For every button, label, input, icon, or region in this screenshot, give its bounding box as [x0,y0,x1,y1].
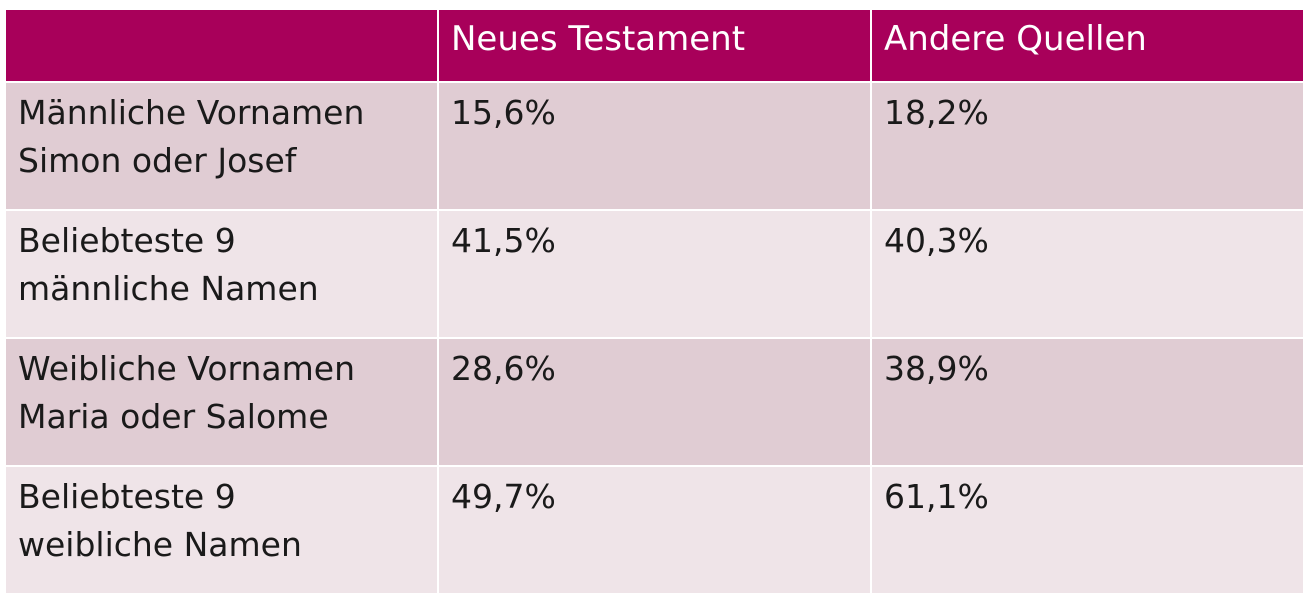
value-cell-andere-quellen: 18,2% [870,81,1305,211]
row-label-cell: Weibliche Vornamen Maria oder Salome [4,337,439,467]
row-label-cell: Beliebteste 9 weibliche Namen [4,465,439,595]
table-row: Männliche Vornamen Simon oder Josef 15,6… [4,81,1305,211]
table-row: Weibliche Vornamen Maria oder Salome 28,… [4,337,1305,467]
row-label-line: Beliebteste 9 [18,477,236,516]
header-cell-empty [4,8,439,83]
value-cell-andere-quellen: 38,9% [870,337,1305,467]
table-row: Beliebteste 9 männliche Namen 41,5% 40,3… [4,209,1305,339]
row-label-line: Maria oder Salome [18,397,329,436]
value-cell-neues-testament: 41,5% [437,209,872,339]
row-label-line: weibliche Namen [18,525,302,564]
row-label-cell: Männliche Vornamen Simon oder Josef [4,81,439,211]
data-table: Neues Testament Andere Quellen Männliche… [4,8,1305,595]
table-row: Beliebteste 9 weibliche Namen 49,7% 61,1… [4,465,1305,595]
row-label-line: Weibliche Vornamen [18,349,355,388]
row-label-line: Simon oder Josef [18,141,297,180]
value-cell-andere-quellen: 61,1% [870,465,1305,595]
header-cell-andere-quellen: Andere Quellen [870,8,1305,83]
value-cell-andere-quellen: 40,3% [870,209,1305,339]
header-cell-neues-testament: Neues Testament [437,8,872,83]
value-cell-neues-testament: 15,6% [437,81,872,211]
value-cell-neues-testament: 28,6% [437,337,872,467]
row-label-line: Männliche Vornamen [18,93,365,132]
row-label-cell: Beliebteste 9 männliche Namen [4,209,439,339]
row-label-line: Beliebteste 9 [18,221,236,260]
row-label-line: männliche Namen [18,269,319,308]
value-cell-neues-testament: 49,7% [437,465,872,595]
header-row: Neues Testament Andere Quellen [4,8,1305,83]
